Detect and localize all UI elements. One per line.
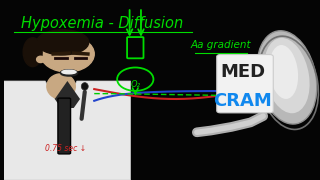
Polygon shape — [0, 81, 131, 180]
Ellipse shape — [257, 31, 317, 124]
Ellipse shape — [62, 70, 76, 74]
Text: Aa gradient: Aa gradient — [190, 40, 251, 50]
Ellipse shape — [269, 45, 298, 99]
Ellipse shape — [81, 83, 88, 90]
Text: CRAM: CRAM — [213, 92, 272, 110]
Ellipse shape — [36, 56, 44, 63]
Ellipse shape — [23, 38, 42, 67]
Ellipse shape — [264, 38, 310, 113]
FancyBboxPatch shape — [58, 98, 70, 154]
Text: MED: MED — [220, 63, 265, 81]
Text: 0.75 sec ↓: 0.75 sec ↓ — [45, 144, 86, 153]
FancyBboxPatch shape — [217, 55, 273, 113]
Text: Hypoxemia - Diffusion: Hypoxemia - Diffusion — [21, 16, 183, 31]
Ellipse shape — [36, 30, 89, 55]
Ellipse shape — [41, 36, 94, 72]
Ellipse shape — [60, 70, 78, 76]
Text: O₂: O₂ — [130, 80, 140, 89]
Ellipse shape — [47, 74, 75, 99]
Polygon shape — [55, 81, 80, 108]
